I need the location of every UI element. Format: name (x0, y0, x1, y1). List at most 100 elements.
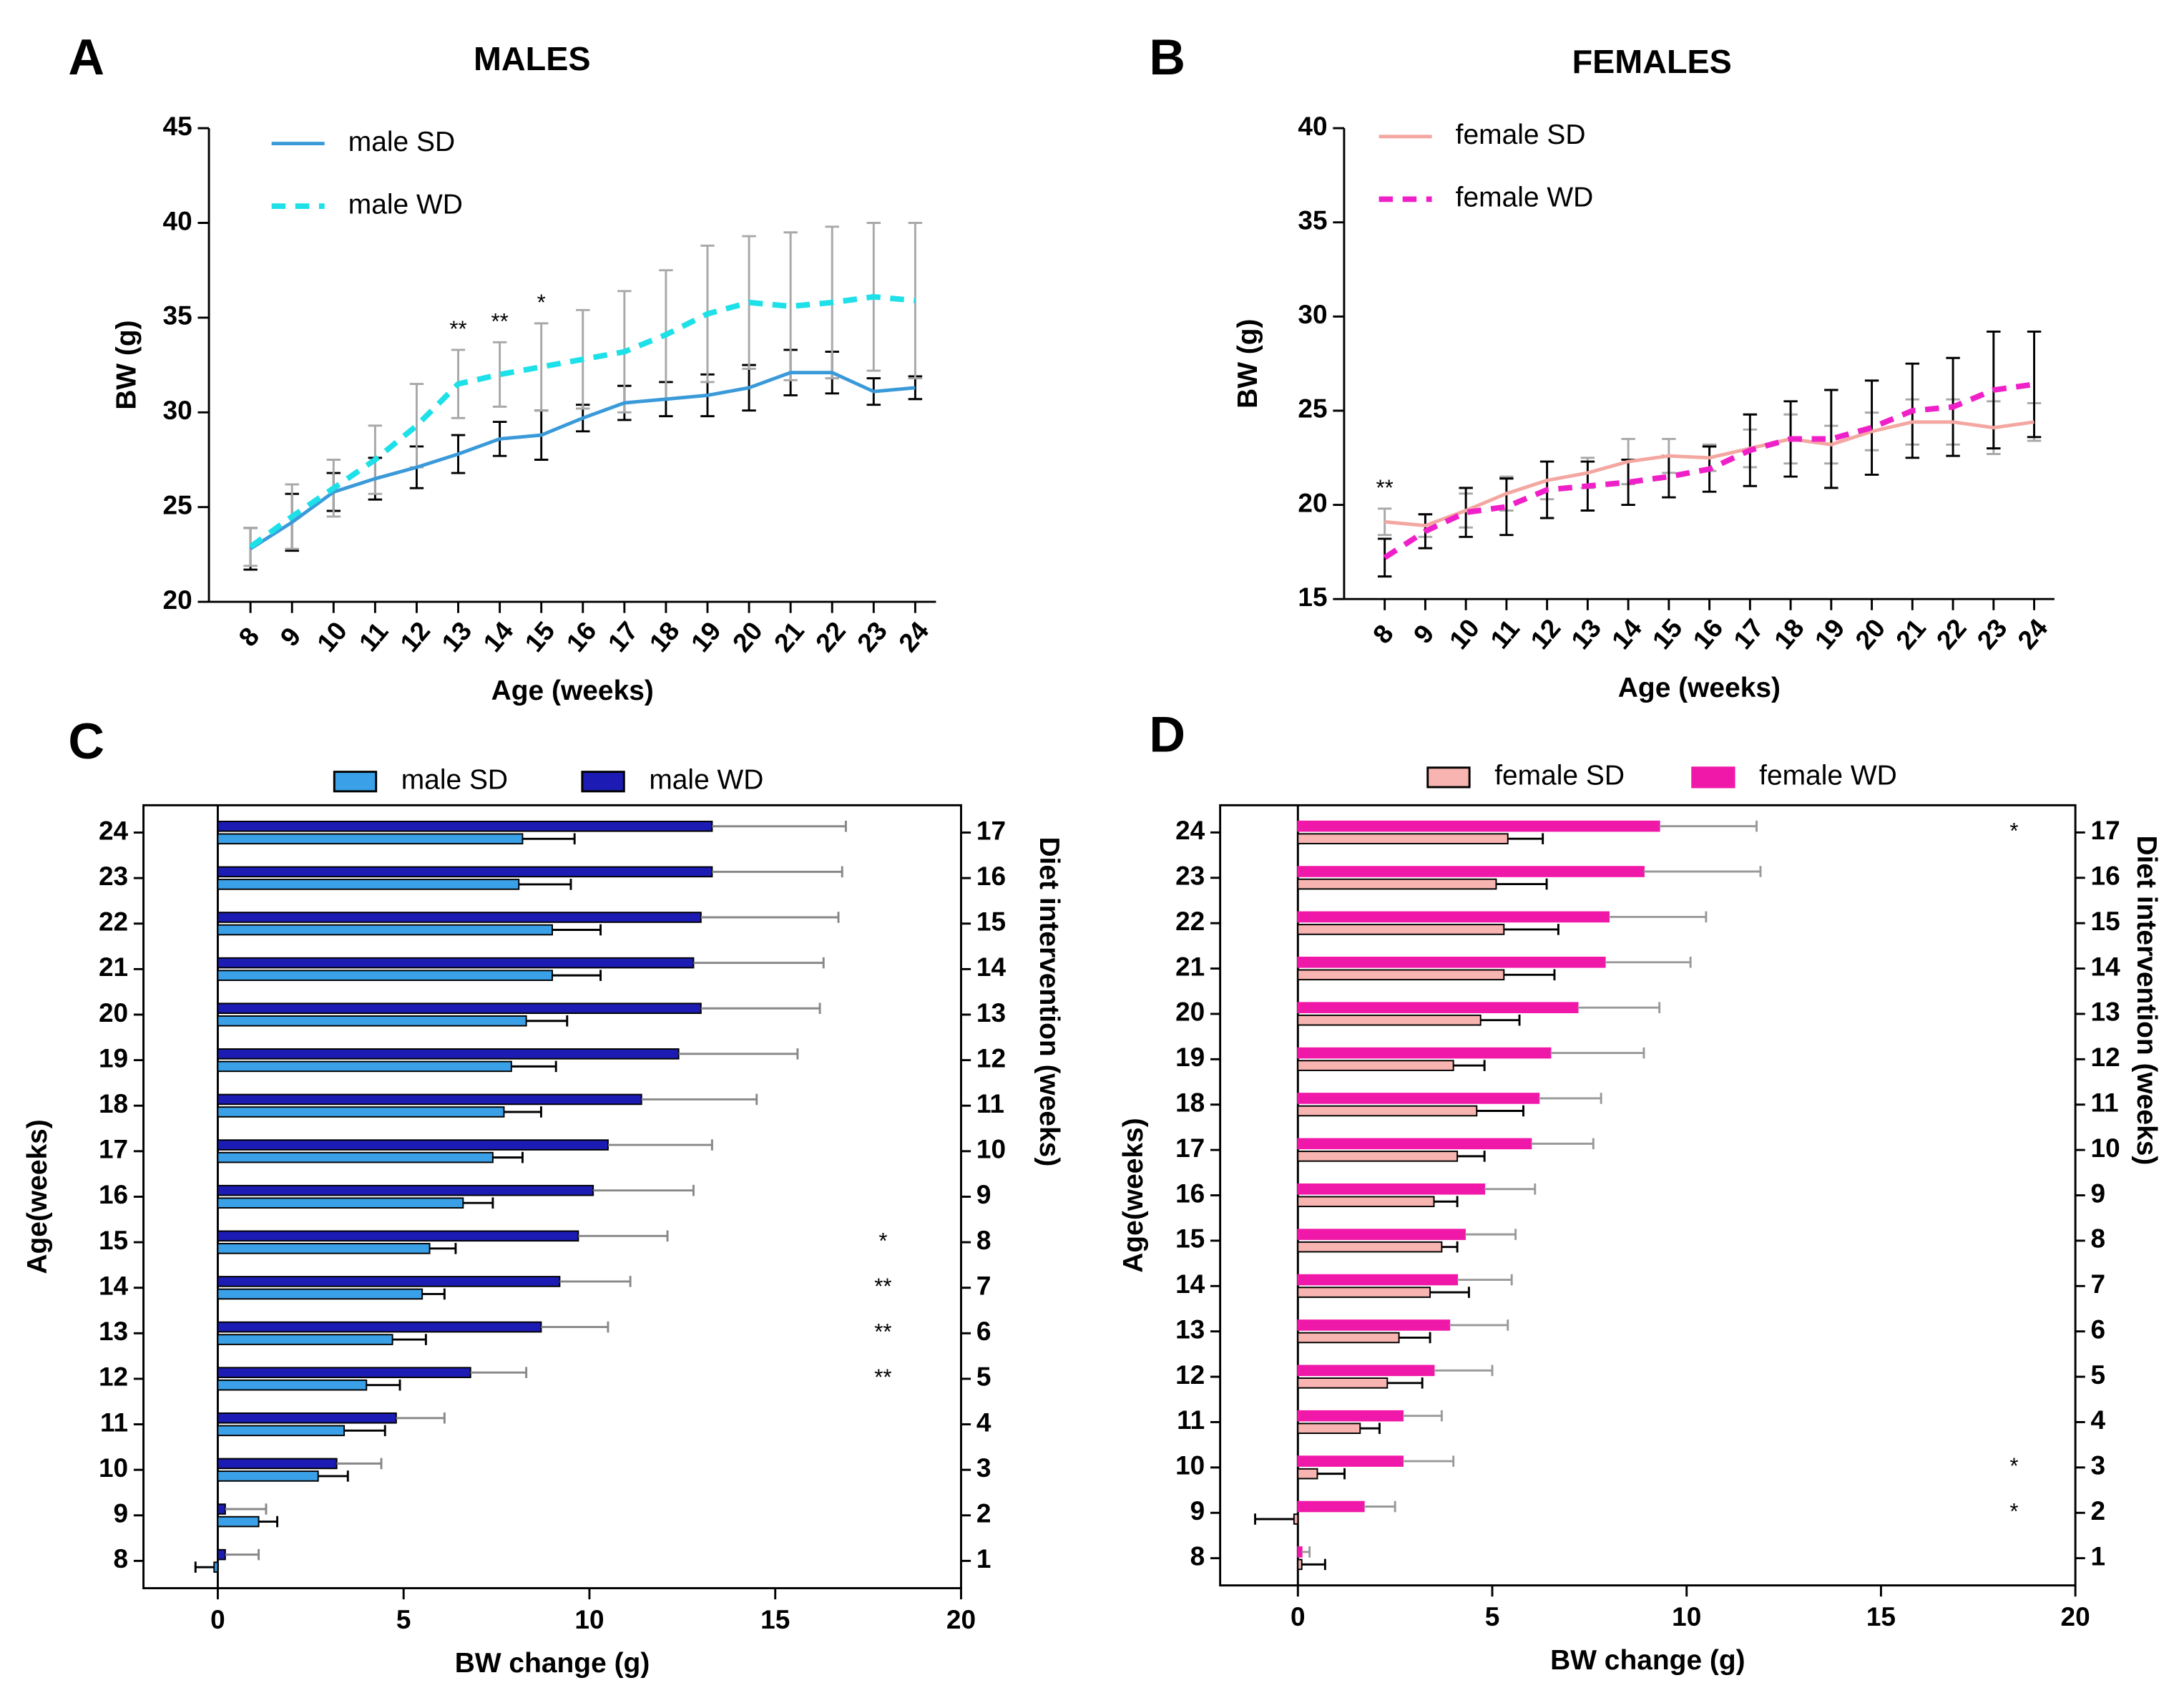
y-tick-label: 20 (99, 998, 128, 1028)
bar (1297, 878, 1497, 890)
bar (1297, 957, 1606, 968)
x-tick-label: 8 (233, 622, 265, 652)
x-tick-label: 18 (644, 616, 685, 658)
x-tick-label: 10 (1444, 613, 1485, 655)
bar (217, 1367, 471, 1378)
y-tick-label: 25 (163, 490, 192, 519)
legend-swatch (1426, 766, 1471, 789)
y-tick-label: 9 (114, 1499, 129, 1528)
bar (1297, 1093, 1540, 1104)
y2-tick-label: 12 (2091, 1043, 2120, 1072)
y-tick-label: 30 (163, 396, 192, 425)
legend-label: male WD (649, 765, 763, 796)
y2-tick-label: 16 (2091, 862, 2120, 891)
legend-label: female SD (1494, 761, 1625, 791)
bar (217, 1470, 319, 1482)
x-tick-label: 16 (561, 616, 602, 658)
bar (1297, 1241, 1443, 1253)
y-tick-label: 14 (1175, 1269, 1205, 1299)
y-tick-label: 21 (99, 952, 128, 982)
x-tick-label: 15 (1866, 1602, 1896, 1631)
panel-letter: C (68, 713, 104, 769)
x-tick-label: 19 (1809, 613, 1851, 655)
bar (1297, 833, 1509, 844)
x-axis-title: BW change (g) (1550, 1645, 1745, 1676)
x-tick-label: 15 (519, 616, 561, 658)
x-tick-label: 0 (210, 1605, 225, 1634)
bar (217, 1139, 609, 1151)
y-tick-label: 20 (1298, 488, 1327, 517)
y-tick-label: 25 (1298, 394, 1327, 424)
y-tick-label: 13 (1175, 1314, 1205, 1344)
y-axis-title: Age(weeks) (1118, 1118, 1149, 1272)
annotation: ** (1376, 475, 1394, 500)
y-tick-label: 17 (99, 1135, 128, 1164)
y-tick-label: 17 (1175, 1133, 1205, 1163)
bar (1297, 1319, 1451, 1331)
y-tick-label: 10 (1175, 1451, 1205, 1480)
x-tick-label: 10 (311, 616, 353, 658)
y2-tick-label: 11 (2091, 1088, 2119, 1117)
bar (217, 1458, 338, 1470)
y-tick-label: 40 (163, 206, 192, 235)
bar (1297, 1002, 1579, 1013)
y2-tick-label: 2 (2091, 1496, 2106, 1526)
x-tick-label: 17 (602, 616, 644, 658)
annotation: * (2009, 819, 2018, 844)
bar (217, 1151, 494, 1163)
bar (217, 1197, 464, 1209)
y-tick-label: 22 (1175, 907, 1205, 936)
y2-tick-label: 11 (976, 1089, 1004, 1118)
y-tick-label: 11 (100, 1407, 128, 1437)
y-tick-label: 24 (1175, 816, 1205, 845)
y2-tick-label: 17 (2091, 816, 2120, 845)
bar (1297, 866, 1645, 877)
bar (217, 1379, 368, 1391)
bar (217, 924, 553, 936)
x-tick-label: 9 (1408, 619, 1440, 649)
x-tick-label: 0 (1291, 1602, 1306, 1631)
x-tick-label: 21 (1890, 613, 1931, 655)
y2-tick-label: 4 (976, 1407, 991, 1437)
panel-letter: A (68, 29, 104, 85)
x-tick-label: 24 (893, 616, 934, 658)
y2-tick-label: 6 (976, 1317, 991, 1346)
bar (1297, 1422, 1361, 1435)
bar (1297, 1196, 1435, 1208)
y-tick-label: 19 (99, 1043, 128, 1073)
chart-title: FEMALES (1572, 43, 1732, 80)
y2-tick-label: 9 (2091, 1178, 2106, 1208)
legend-label: female SD (1456, 119, 1586, 150)
x-tick-label: 22 (810, 616, 851, 658)
x-tick-label: 10 (1672, 1602, 1701, 1631)
bar (1297, 820, 1660, 832)
y-tick-label: 45 (163, 112, 192, 141)
chart-title: MALES (474, 40, 591, 77)
legend-label: male WD (348, 189, 463, 220)
x-tick-label: 10 (574, 1605, 604, 1634)
x-tick-label: 14 (1606, 613, 1647, 655)
legend-swatch (333, 771, 378, 793)
x-tick-label: 13 (436, 616, 478, 658)
y-tick-label: 18 (1175, 1088, 1205, 1117)
y-tick-label: 9 (1190, 1496, 1205, 1526)
y-tick-label: 22 (99, 907, 128, 937)
y2-tick-label: 2 (976, 1499, 991, 1528)
y-tick-label: 15 (1175, 1224, 1205, 1254)
y2-tick-label: 5 (2091, 1360, 2106, 1390)
x-tick-label: 20 (1850, 613, 1891, 655)
annotation: * (878, 1228, 887, 1253)
y2-tick-label: 15 (2091, 907, 2120, 936)
y-tick-label: 8 (1190, 1541, 1205, 1571)
x-tick-label: 15 (760, 1605, 790, 1634)
legend-label: male SD (348, 127, 455, 157)
legend-label: female WD (1759, 761, 1897, 791)
y2-tick-label: 3 (2091, 1451, 2106, 1480)
x-tick-label: 17 (1728, 613, 1769, 655)
bar (217, 1425, 346, 1437)
bar (1297, 924, 1505, 935)
legend-swatch (581, 771, 625, 793)
y2-tick-label: 10 (976, 1135, 1006, 1164)
bar (217, 1321, 542, 1333)
x-tick-label: 19 (685, 616, 727, 658)
